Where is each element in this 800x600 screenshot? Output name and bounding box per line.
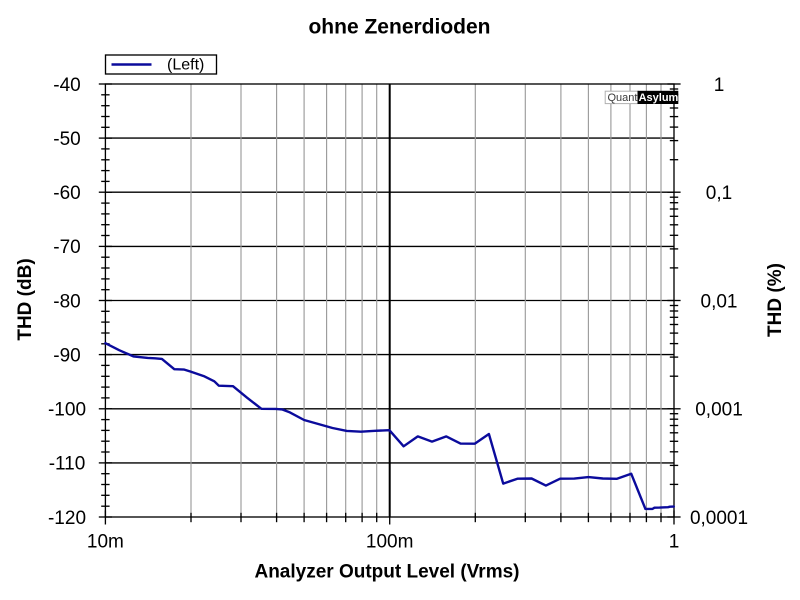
svg-text:-60: -60 xyxy=(53,183,80,204)
svg-text:0,01: 0,01 xyxy=(701,291,738,312)
svg-text:-110: -110 xyxy=(49,454,86,475)
svg-text:100m: 100m xyxy=(366,532,414,553)
svg-text:-120: -120 xyxy=(48,508,86,529)
svg-text:THD (dB): THD (dB) xyxy=(15,258,36,340)
svg-text:1: 1 xyxy=(669,532,680,553)
svg-text:-80: -80 xyxy=(53,291,80,312)
svg-text:0,1: 0,1 xyxy=(706,183,732,204)
svg-text:Quant: Quant xyxy=(608,92,638,104)
svg-text:1: 1 xyxy=(714,75,725,96)
svg-text:Analyzer Output Level (Vrms): Analyzer Output Level (Vrms) xyxy=(254,561,519,582)
svg-text:ohne Zenerdioden: ohne Zenerdioden xyxy=(308,16,490,39)
svg-text:-90: -90 xyxy=(53,345,80,366)
svg-text:THD (%): THD (%) xyxy=(765,263,786,337)
svg-text:-40: -40 xyxy=(53,75,80,96)
svg-text:10m: 10m xyxy=(87,532,124,553)
svg-text:-100: -100 xyxy=(48,400,86,421)
svg-text:0,001: 0,001 xyxy=(695,400,743,421)
svg-text:(Left): (Left) xyxy=(167,57,204,74)
svg-text:-70: -70 xyxy=(53,237,80,258)
svg-text:Asylum: Asylum xyxy=(639,92,679,104)
svg-text:0,0001: 0,0001 xyxy=(690,508,748,529)
svg-text:-50: -50 xyxy=(53,129,80,150)
